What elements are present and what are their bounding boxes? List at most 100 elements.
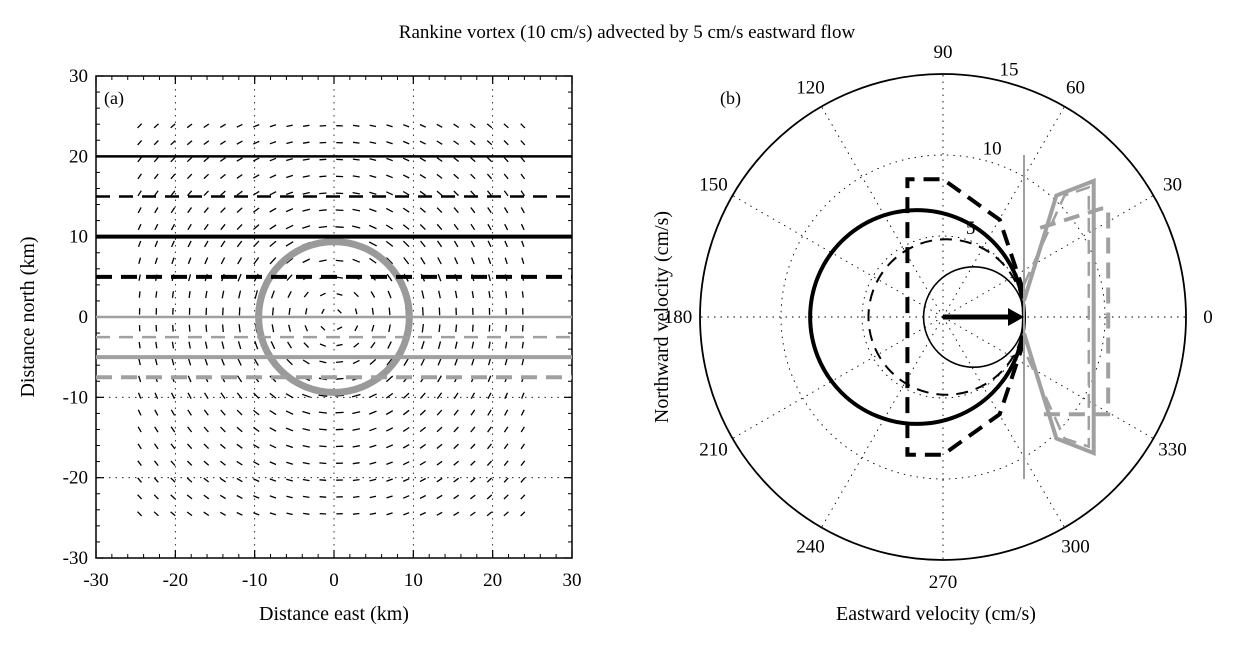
velocity-vector bbox=[170, 477, 176, 483]
velocity-vector bbox=[335, 394, 344, 397]
velocity-vector bbox=[219, 443, 226, 449]
velocity-vector bbox=[352, 258, 361, 263]
velocity-vector bbox=[369, 495, 377, 499]
velocity-vector bbox=[520, 511, 526, 517]
velocity-vector bbox=[470, 426, 476, 433]
velocity-vector bbox=[453, 426, 459, 433]
angle-label: 300 bbox=[1061, 536, 1090, 557]
velocity-vector bbox=[203, 511, 210, 517]
velocity-vector bbox=[402, 124, 410, 128]
velocity-vector bbox=[236, 477, 243, 483]
angle-label: 210 bbox=[699, 440, 728, 461]
panel-a-label: (a) bbox=[104, 88, 124, 109]
velocity-vector bbox=[419, 224, 426, 231]
velocity-vector bbox=[187, 409, 192, 416]
velocity-vector bbox=[470, 207, 476, 214]
velocity-vector bbox=[186, 477, 193, 483]
velocity-vector bbox=[403, 512, 410, 516]
velocity-vector bbox=[188, 324, 191, 332]
velocity-vector bbox=[455, 324, 458, 332]
velocity-vector bbox=[436, 207, 443, 214]
velocity-vector bbox=[386, 191, 394, 196]
velocity-vector bbox=[219, 123, 226, 128]
velocity-vector bbox=[286, 512, 293, 516]
velocity-vector bbox=[170, 223, 176, 231]
velocity-vector bbox=[368, 393, 377, 399]
velocity-vector bbox=[269, 461, 277, 466]
velocity-vector bbox=[385, 224, 394, 230]
velocity-vector bbox=[186, 123, 193, 129]
velocity-vector bbox=[520, 140, 526, 146]
velocity-vector bbox=[154, 223, 159, 231]
velocity-vector bbox=[487, 426, 492, 433]
velocity-vector bbox=[369, 444, 377, 449]
velocity-vector bbox=[503, 173, 509, 180]
velocity-vector bbox=[470, 460, 476, 466]
velocity-vector bbox=[188, 341, 191, 349]
velocity-vector bbox=[221, 290, 225, 299]
velocity-vector bbox=[203, 123, 210, 129]
velocity-vector bbox=[436, 409, 443, 416]
velocity-vector bbox=[252, 409, 260, 416]
velocity-vector bbox=[453, 207, 459, 214]
velocity-vector bbox=[137, 426, 142, 433]
velocity-vector bbox=[436, 494, 443, 500]
velocity-vector bbox=[154, 240, 159, 248]
velocity-vector bbox=[453, 123, 460, 129]
velocity-vector bbox=[386, 512, 393, 516]
velocity-vector bbox=[503, 156, 509, 163]
velocity-vector bbox=[369, 427, 377, 432]
velocity-vector bbox=[137, 409, 142, 416]
velocity-vector bbox=[155, 341, 158, 349]
velocity-vector bbox=[219, 157, 226, 162]
panel-a: -30 -20 -10 0 10 20 30 -30 -20 -10 0 10 20 30 (a) Dis… bbox=[17, 66, 582, 625]
velocity-vector bbox=[170, 392, 175, 399]
velocity-vector bbox=[520, 426, 525, 433]
velocity-vector bbox=[137, 443, 142, 450]
velocity-vector bbox=[187, 190, 193, 197]
velocity-vector bbox=[303, 512, 310, 515]
velocity-vector bbox=[155, 291, 158, 298]
velocity-vector bbox=[503, 477, 509, 483]
y-tick-label: 30 bbox=[69, 66, 88, 87]
velocity-vector bbox=[504, 240, 508, 248]
velocity-vector bbox=[269, 140, 277, 145]
velocity-vector bbox=[453, 460, 460, 466]
velocity-vector bbox=[437, 375, 442, 383]
ring-label: 10 bbox=[983, 139, 1002, 160]
velocity-vector bbox=[171, 257, 175, 265]
y-tick-label: -30 bbox=[63, 548, 88, 569]
velocity-vector bbox=[203, 460, 210, 466]
velocity-vector bbox=[387, 290, 392, 299]
velocity-vector bbox=[335, 259, 344, 262]
velocity-vector bbox=[205, 290, 208, 299]
velocity-vector bbox=[386, 157, 393, 162]
velocity-vector bbox=[187, 257, 192, 265]
velocity-vector bbox=[352, 445, 360, 448]
velocity-vector bbox=[138, 257, 142, 264]
x-tick-label: -10 bbox=[242, 570, 267, 591]
velocity-vector bbox=[369, 124, 377, 128]
velocity-vector bbox=[319, 445, 327, 448]
velocity-vector bbox=[203, 140, 210, 146]
angle-label: 120 bbox=[796, 78, 825, 99]
velocity-vector bbox=[454, 290, 458, 299]
y-tick-label: 0 bbox=[79, 307, 89, 328]
velocity-vector bbox=[271, 324, 275, 333]
velocity-vector bbox=[352, 175, 360, 178]
velocity-vector bbox=[319, 428, 327, 431]
velocity-vector bbox=[285, 224, 294, 230]
velocity-vector bbox=[187, 207, 193, 214]
velocity-vector bbox=[419, 409, 426, 416]
velocity-vector bbox=[203, 494, 210, 500]
velocity-vector bbox=[369, 208, 377, 213]
velocity-vector bbox=[504, 358, 508, 366]
velocity-vector bbox=[269, 124, 277, 128]
velocity-vector bbox=[154, 207, 159, 214]
velocity-vector bbox=[269, 409, 277, 416]
velocity-vector bbox=[486, 156, 493, 163]
velocity-vector bbox=[402, 426, 410, 432]
velocity-vector bbox=[386, 461, 393, 466]
velocity-vector bbox=[503, 494, 509, 500]
velocity-vector bbox=[436, 173, 443, 179]
